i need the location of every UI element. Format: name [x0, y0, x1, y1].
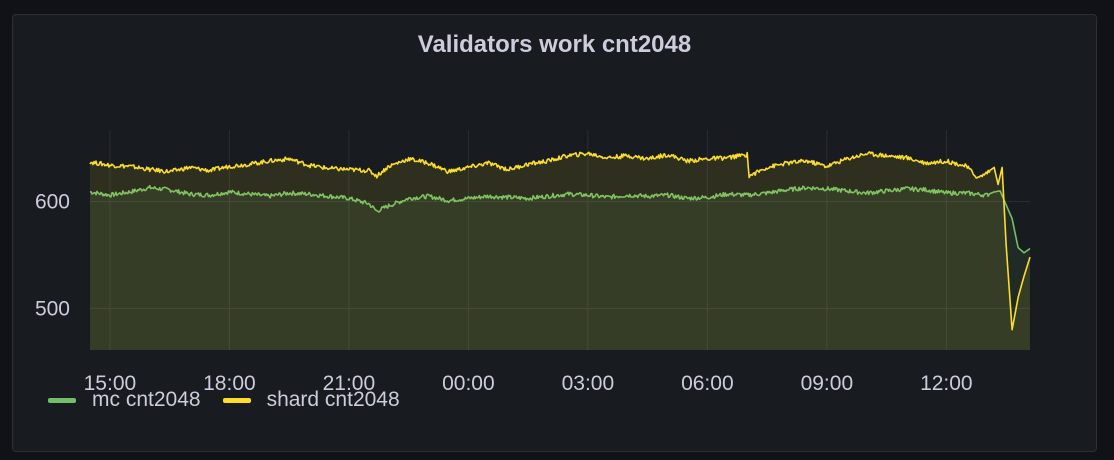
- series-line-1: [89, 151, 1031, 331]
- chart-title[interactable]: Validators work cnt2048: [417, 31, 692, 58]
- x-tick-label: 21:00: [323, 372, 376, 395]
- x-tick-label: 06:00: [681, 372, 734, 395]
- legend-item-mc[interactable]: mc cnt2048: [48, 388, 201, 412]
- x-tick-label: 03:00: [562, 372, 615, 395]
- legend-swatch-mc: [48, 397, 76, 403]
- x-tick-label: 18:00: [203, 372, 256, 395]
- legend-label-shard: shard cnt2048: [266, 388, 400, 411]
- y-tick-label: 600: [35, 191, 70, 214]
- legend-item-shard[interactable]: shard cnt2048: [222, 388, 400, 412]
- series-area-0: [90, 185, 1030, 350]
- x-tick-label: 15:00: [84, 372, 137, 395]
- legend: mc cnt2048 shard cnt2048: [48, 388, 400, 412]
- x-tick-label: 09:00: [801, 372, 854, 395]
- legend-swatch-shard: [222, 397, 251, 403]
- x-tick-label: 00:00: [442, 372, 495, 395]
- series-area-1: [90, 151, 1030, 350]
- y-tick-label: 500: [35, 297, 70, 320]
- chart-panel: Validators work cnt2048: [12, 14, 1097, 452]
- legend-label-mc: mc cnt2048: [92, 388, 201, 411]
- x-tick-label: 12:00: [920, 372, 973, 395]
- series-line-0: [89, 184, 1031, 254]
